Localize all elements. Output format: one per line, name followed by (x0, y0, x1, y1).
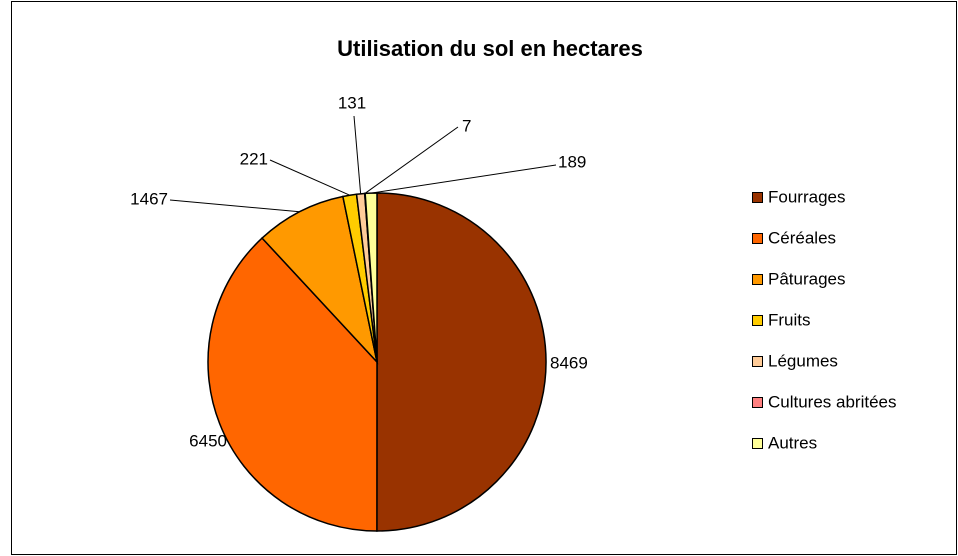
pie-slice (376, 192, 547, 532)
legend-swatch (752, 397, 763, 408)
legend-label: Céréales (768, 228, 836, 247)
data-label: 1467 (130, 189, 168, 208)
pie-slice (261, 195, 379, 365)
leader-line (169, 199, 300, 213)
legend-label: Cultures abritées (768, 392, 897, 411)
data-label: 8469 (550, 353, 588, 372)
data-label: 221 (240, 149, 268, 168)
leader-line (353, 115, 362, 194)
legend-label: Autres (768, 433, 817, 452)
data-label: 131 (338, 93, 366, 112)
legend-swatch (752, 315, 763, 326)
pie-slice (364, 192, 378, 363)
legend-swatch (752, 438, 763, 449)
legend-label: Fruits (768, 310, 811, 329)
legend-label: Légumes (768, 351, 838, 370)
data-label: 189 (558, 152, 586, 171)
legend-swatch (752, 356, 763, 367)
data-label: 7 (462, 116, 471, 135)
leader-line (269, 159, 350, 196)
legend-swatch (752, 233, 763, 244)
legend-swatch (752, 274, 763, 285)
leader-line (364, 126, 459, 194)
legend-label: Fourrages (768, 187, 845, 206)
chart-title: Utilisation du sol en hectares (337, 36, 643, 61)
legend-swatch (752, 192, 763, 203)
data-label: 6450 (189, 431, 227, 450)
legend-label: Pâturages (768, 269, 846, 288)
pie-slice (207, 237, 378, 532)
leader-line (371, 164, 557, 194)
